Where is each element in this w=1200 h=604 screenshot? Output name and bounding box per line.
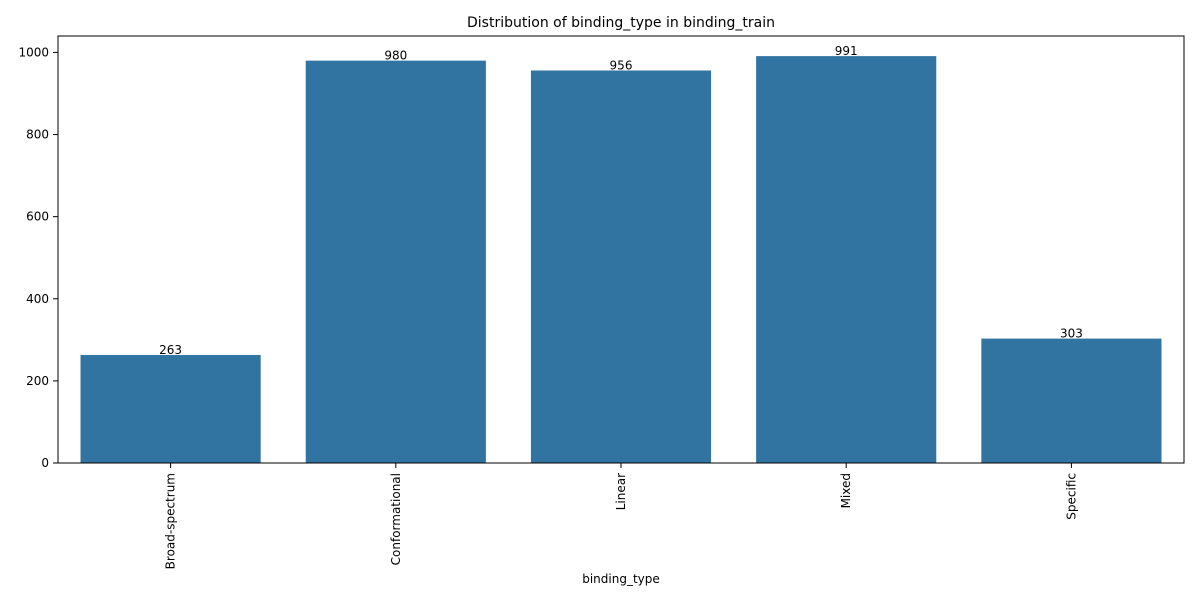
y-tick-label: 1000 <box>18 45 49 59</box>
data-label: 980 <box>384 49 407 63</box>
plot-area: 0 200 400 600 800 1000 263 Broad-spectrum 980 Con… <box>18 44 1162 569</box>
y-tick-label: 0 <box>41 456 49 470</box>
plot-frame <box>57 35 1185 464</box>
y-tick-label: 400 <box>26 292 49 306</box>
data-label: 991 <box>835 44 858 58</box>
x-axis-label: binding_type <box>582 572 660 586</box>
data-label: 263 <box>159 343 182 357</box>
bar <box>756 56 937 463</box>
y-tick-label: 800 <box>26 128 49 142</box>
x-tick-label: Conformational <box>389 473 403 565</box>
x-tick-label: Specific <box>1064 473 1078 520</box>
x-tick-label: Broad-spectrum <box>164 473 178 569</box>
data-label: 303 <box>1060 327 1083 341</box>
x-tick-label: Linear <box>614 473 628 510</box>
y-tick-label: 600 <box>26 210 49 224</box>
chart-title: Distribution of binding_type in binding_… <box>467 15 775 31</box>
y-tick-label: 200 <box>26 374 49 388</box>
bar <box>305 60 486 464</box>
bar <box>80 355 261 463</box>
bar <box>981 338 1162 463</box>
x-tick-label: Mixed <box>839 473 853 508</box>
data-label: 956 <box>610 58 633 72</box>
bar <box>530 70 712 463</box>
